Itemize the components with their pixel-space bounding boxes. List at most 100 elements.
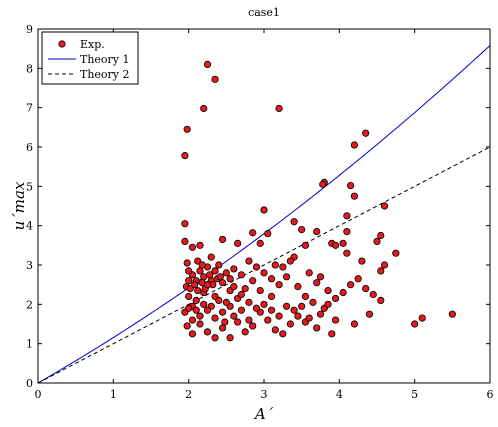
exp-data-point	[380, 261, 389, 269]
exp-data-point	[241, 284, 249, 293]
exp-data-point	[249, 322, 257, 330]
exp-data-point	[267, 306, 276, 314]
exp-data-point	[279, 330, 287, 338]
legend-box	[41, 31, 139, 85]
exp-data-point	[185, 292, 193, 301]
exp-data-point	[181, 237, 189, 245]
exp-data-point	[203, 306, 212, 314]
exp-data-point	[218, 308, 227, 316]
exp-data-point	[313, 279, 321, 287]
exp-data-point	[290, 306, 298, 314]
exp-data-point	[369, 290, 377, 299]
exp-data-point	[252, 263, 261, 271]
exp-data-point	[194, 286, 202, 295]
x-tick-label: 3	[261, 388, 268, 401]
exp-data-point	[211, 334, 219, 342]
exp-data-point	[331, 241, 340, 249]
exp-data-point	[316, 273, 325, 281]
exp-data-point	[203, 60, 212, 69]
exp-data-point	[448, 310, 456, 318]
exp-data-point	[200, 273, 208, 281]
exp-data-point	[192, 296, 200, 304]
exp-data-point	[207, 253, 215, 261]
exp-data-point	[237, 306, 245, 314]
exp-data-point	[241, 328, 249, 336]
exp-data-point	[294, 283, 302, 291]
exp-data-point	[186, 284, 194, 293]
exp-data-point	[230, 265, 238, 273]
exp-data-point	[286, 257, 294, 265]
exp-data-point	[290, 218, 298, 226]
exp-data-point	[362, 129, 370, 137]
exp-data-point	[264, 229, 272, 238]
exp-data-point	[275, 312, 283, 320]
exp-data-point	[188, 330, 197, 338]
exp-data-point	[226, 334, 234, 342]
exp-data-point	[215, 261, 223, 269]
exp-data-point	[331, 316, 340, 324]
exp-data-point	[237, 290, 245, 299]
exp-data-point	[245, 298, 253, 306]
exp-data-point	[264, 316, 272, 324]
exp-data-point	[271, 261, 279, 269]
exp-data-point	[350, 320, 358, 328]
exp-data-point	[181, 152, 189, 160]
exp-data-point	[411, 320, 419, 328]
y-tick-label: 9	[26, 23, 33, 36]
y-tick-label: 4	[26, 220, 33, 233]
exp-data-point	[267, 275, 276, 283]
exp-data-point	[249, 229, 257, 237]
exp-data-point	[216, 273, 224, 281]
exp-data-point	[185, 304, 193, 312]
exp-data-point	[183, 125, 191, 133]
exp-data-point	[319, 180, 327, 188]
x-tick-label: 4	[336, 388, 343, 401]
exp-data-point	[192, 306, 200, 314]
exp-data-point	[222, 298, 230, 306]
exp-data-point	[305, 314, 313, 322]
exp-data-point	[347, 281, 355, 289]
exp-data-point	[377, 231, 385, 240]
exp-data-point	[211, 314, 219, 322]
theory2-line	[38, 146, 490, 383]
exp-data-point	[339, 288, 347, 297]
exp-data-point	[313, 324, 321, 332]
exp-data-point	[218, 324, 227, 332]
exp-data-point	[271, 326, 279, 334]
exp-data-point	[196, 267, 204, 275]
exp-data-point	[286, 320, 294, 328]
exp-data-point	[211, 267, 219, 275]
exp-data-point	[256, 239, 264, 247]
exp-data-point	[350, 192, 358, 200]
exp-data-point	[343, 249, 351, 257]
exp-data-point	[309, 298, 317, 306]
legend-exp-marker	[58, 40, 66, 48]
y-tick-label: 7	[26, 102, 33, 115]
exp-data-point	[200, 300, 208, 308]
exp-data-point	[350, 141, 358, 149]
exp-data-point	[196, 320, 204, 328]
exp-data-point	[234, 239, 242, 247]
exp-data-point	[294, 312, 302, 320]
exp-data-point	[373, 237, 381, 245]
exp-data-point	[358, 257, 366, 265]
exp-data-point	[185, 277, 193, 285]
exp-data-point	[377, 296, 385, 304]
exp-data-point	[218, 235, 227, 244]
exp-data-point	[343, 212, 351, 220]
x-axis: 0 1 2 3 4 5 6	[35, 29, 494, 401]
experiment-points	[181, 60, 456, 342]
exp-data-point	[279, 263, 287, 271]
exp-data-point	[380, 202, 389, 210]
exp-data-point	[249, 277, 257, 285]
exp-data-point	[222, 269, 230, 277]
exp-data-point	[343, 227, 351, 236]
exp-data-point	[347, 181, 355, 190]
theory1-line	[38, 45, 490, 383]
exp-data-point	[313, 227, 321, 236]
exp-data-point	[260, 300, 268, 308]
x-tick-label: 1	[110, 388, 117, 401]
y-tick-label: 5	[26, 180, 33, 193]
exp-data-point	[260, 206, 268, 214]
exp-data-point	[191, 281, 199, 289]
